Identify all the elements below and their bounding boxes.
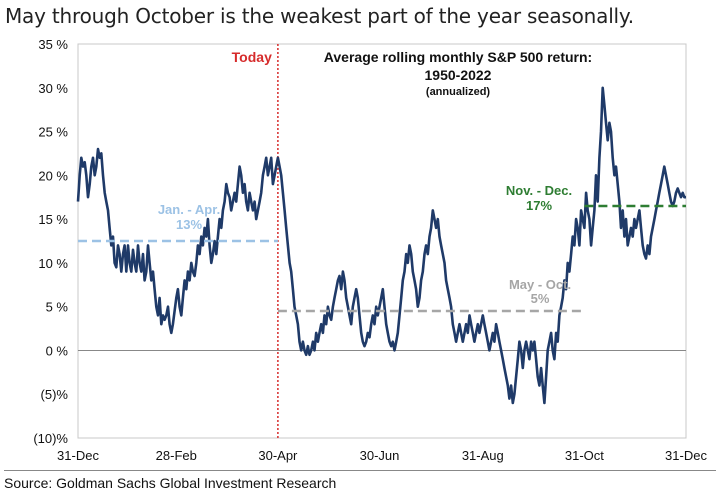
today-label: Today xyxy=(232,49,272,65)
y-tick-label: 30 % xyxy=(38,81,68,96)
y-tick-label: 5 % xyxy=(46,300,69,315)
x-tick-label: 31-Dec xyxy=(57,448,99,463)
chart-headline: May through October is the weakest part … xyxy=(5,4,634,28)
x-tick-label: 31-Oct xyxy=(565,448,604,463)
average-segment-label: Nov. - Dec. xyxy=(506,183,572,198)
series-line-sp500-return xyxy=(76,86,686,405)
x-tick-label: 30-Jun xyxy=(360,448,400,463)
y-tick-label: (10)% xyxy=(33,431,68,446)
chart-subtitle-note: (annualized) xyxy=(426,86,491,98)
average-segment-value: 13% xyxy=(176,217,202,232)
x-tick-label: 31-Aug xyxy=(462,448,504,463)
x-tick-label: 31-Dec xyxy=(665,448,707,463)
average-segment-label: May - Oct. xyxy=(509,277,571,292)
y-tick-label: 0 % xyxy=(46,343,69,358)
x-tick-label: 28-Feb xyxy=(156,448,197,463)
chart-title: Average rolling monthly S&P 500 return: xyxy=(324,49,592,65)
footer-divider xyxy=(4,470,716,471)
y-tick-label: 15 % xyxy=(38,212,68,227)
y-tick-label: 10 % xyxy=(38,256,68,271)
source-note: Source: Goldman Sachs Global Investment … xyxy=(4,475,337,491)
y-tick-label: (5)% xyxy=(41,387,69,402)
average-segment-value: 17% xyxy=(526,198,552,213)
chart-subtitle: 1950-2022 xyxy=(425,67,492,83)
y-tick-label: 25 % xyxy=(38,125,68,140)
x-tick-label: 30-Apr xyxy=(258,448,298,463)
y-tick-label: 35 % xyxy=(38,37,68,52)
y-tick-label: 20 % xyxy=(38,168,68,183)
average-segment-value: 5% xyxy=(531,291,550,306)
average-segment-label: Jan. - Apr. xyxy=(158,202,220,217)
